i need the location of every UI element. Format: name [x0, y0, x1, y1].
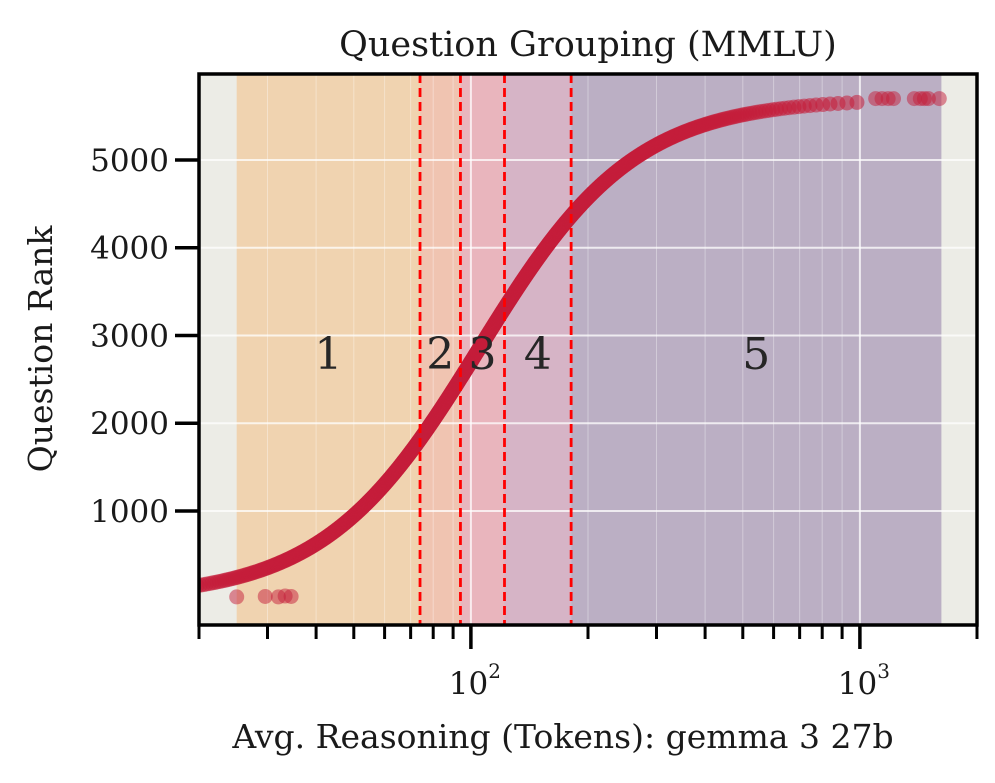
data-point — [123, 586, 138, 601]
y-axis-ticks: 1000 2000 3000 4000 5000 — [90, 143, 199, 530]
data-point — [143, 584, 158, 599]
data-point — [849, 94, 865, 110]
data-point — [931, 91, 947, 107]
data-point — [86, 588, 101, 603]
data-point — [283, 588, 299, 604]
x-axis-ticks: 102 103 — [197, 625, 979, 702]
x-tick-label: 103 — [838, 659, 890, 702]
x-tick-label-base: 10 — [838, 666, 877, 702]
y-tick-label: 4000 — [90, 231, 169, 267]
data-point — [130, 585, 145, 600]
y-tick-label: 2000 — [90, 406, 169, 442]
x-tick-label-exponent: 3 — [877, 659, 890, 683]
group-label-1: 1 — [314, 329, 342, 380]
group-band-4 — [504, 74, 572, 625]
y-tick-label: 1000 — [90, 494, 169, 530]
x-tick-label: 102 — [449, 659, 501, 702]
group-label-2: 2 — [426, 329, 454, 380]
y-tick-label: 3000 — [90, 318, 169, 354]
data-point — [154, 583, 169, 598]
threshold-lines — [418, 74, 573, 625]
x-axis-label: Avg. Reasoning (Tokens): gemma 3 27b — [231, 717, 893, 756]
data-point — [172, 581, 187, 596]
data-point — [137, 585, 152, 600]
y-tick-label: 5000 — [90, 143, 169, 179]
data-point — [920, 91, 936, 107]
data-point — [183, 579, 198, 594]
group-label-4: 4 — [524, 329, 552, 380]
chart-title: Question Grouping (MMLU) — [339, 25, 837, 65]
data-point — [107, 587, 122, 602]
data-point — [176, 580, 191, 595]
x-tick-label-base: 10 — [449, 666, 488, 702]
data-point — [116, 586, 131, 601]
group-bands — [236, 74, 942, 625]
data-point — [885, 91, 901, 107]
data-point — [179, 580, 194, 595]
data-points — [86, 91, 947, 605]
data-point — [257, 588, 273, 604]
data-point — [163, 582, 178, 597]
x-tick-label-exponent: 2 — [488, 659, 501, 683]
data-point — [148, 583, 163, 598]
group-label-3: 3 — [468, 329, 496, 380]
data-point — [97, 587, 112, 602]
data-point — [229, 589, 245, 605]
group-band-2 — [420, 74, 461, 625]
y-axis-label: Question Rank — [21, 225, 60, 473]
group-label-5: 5 — [742, 329, 770, 380]
data-point — [158, 582, 173, 597]
data-point — [167, 581, 182, 596]
